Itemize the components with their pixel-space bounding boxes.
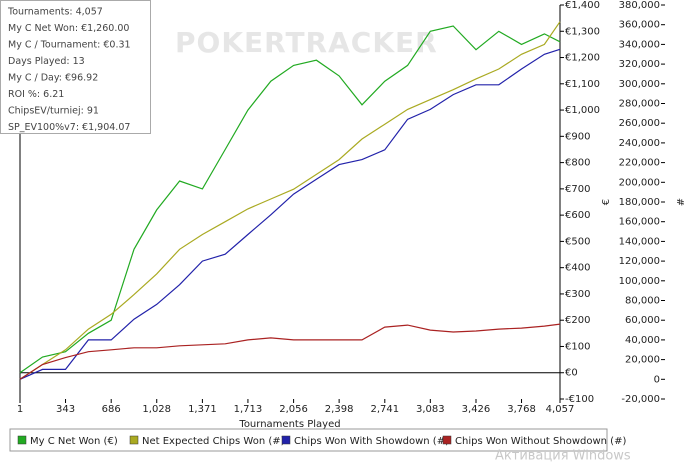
stats-box [0,0,151,134]
y2-tick-label: 20,000 [625,355,660,366]
x-tick-label: 2,056 [279,404,308,415]
y-tick-label: €900 [565,131,590,142]
legend-label: Chips Won Without Showdown (#) [455,436,626,447]
stat-line: My C / Day: €96.92 [8,73,98,84]
y2-tick-label: 260,000 [619,118,660,129]
x-tick-label: 343 [56,404,75,415]
x-tick-label: 3,083 [416,404,445,415]
x-tick-label: 1 [17,404,23,415]
stat-line: My C / Tournament: €0.31 [8,40,131,51]
stat-line: ChipsEV/turniej: 91 [8,106,99,117]
y-tick-label: €1,000 [565,105,600,116]
y2-tick-label: 280,000 [619,99,660,110]
series-line [19,48,561,380]
y2-tick-label: 160,000 [619,217,660,228]
y2-tick-label: 220,000 [619,158,660,169]
x-tick-label: 2,398 [325,404,354,415]
legend-swatch [129,435,139,445]
legend-swatch [17,435,27,445]
y2-axis-title: # [676,198,687,206]
y2-tick-label: 300,000 [619,79,660,90]
x-tick-label: 1,713 [234,404,263,415]
y-tick-label: €300 [565,289,590,300]
y-tick-label: €1,400 [565,0,600,11]
y-tick-label: €0 [565,368,578,379]
series-line [19,21,561,380]
x-tick-label: 1,371 [188,404,217,415]
x-tick-label: 3,768 [507,404,536,415]
y2-tick-label: 0 [654,374,660,385]
y-tick-label: -€100 [565,394,594,405]
y2-tick-label: 360,000 [619,20,660,31]
y2-tick-label: 120,000 [619,256,660,267]
series-line [19,25,561,374]
y2-tick-label: 380,000 [619,0,660,11]
y2-tick-label: 320,000 [619,59,660,70]
x-axis-title: Tournaments Played [238,419,340,430]
y-tick-label: €1,100 [565,79,600,90]
y-tick-label: €400 [565,263,590,274]
y-tick-label: €800 [565,158,590,169]
legend-swatch [442,435,452,445]
x-tick-label: 2,741 [370,404,399,415]
y2-tick-label: 40,000 [625,335,660,346]
stat-line: Tournaments: 4,057 [7,7,103,18]
y-tick-label: €1,300 [565,26,600,37]
y2-tick-label: 200,000 [619,177,660,188]
x-tick-label: 3,426 [462,404,491,415]
legend-label: My C Net Won (€) [30,436,118,447]
y-axis-title: € [601,199,612,205]
y2-tick-label: 80,000 [625,296,660,307]
x-tick-label: 686 [102,404,121,415]
y2-tick-label: 340,000 [619,39,660,50]
stat-line: My C Net Won: €1,260.00 [8,23,129,34]
y2-tick-label: 240,000 [619,138,660,149]
legend-box [9,428,608,452]
stat-line: ROI %: 6.21 [8,89,64,100]
y-tick-label: €600 [565,210,590,221]
y2-tick-label: 100,000 [619,276,660,287]
y-tick-label: €100 [565,341,590,352]
y-tick-label: €700 [565,184,590,195]
y2-tick-label: -20,000 [621,394,660,405]
y2-tick-label: 180,000 [619,197,660,208]
y-tick-label: €200 [565,315,590,326]
stat-line: SP_EV100%v7: €1,904.07 [8,122,130,133]
stat-line: Days Played: 13 [8,56,85,67]
legend-label: Net Expected Chips Won (#) [142,436,285,447]
x-tick-label: 4,057 [546,404,575,415]
y-tick-label: €500 [565,236,590,247]
legend-label: Chips Won With Showdown (#) [294,436,449,447]
series-line [19,323,561,380]
legend-swatch [281,435,291,445]
y2-tick-label: 60,000 [625,315,660,326]
watermark: POKERTRACKER [175,26,438,59]
os-notice: Активация Windows [495,449,631,464]
x-tick-label: 1,028 [142,404,171,415]
y2-tick-label: 140,000 [619,236,660,247]
y-tick-label: €1,200 [565,53,600,64]
